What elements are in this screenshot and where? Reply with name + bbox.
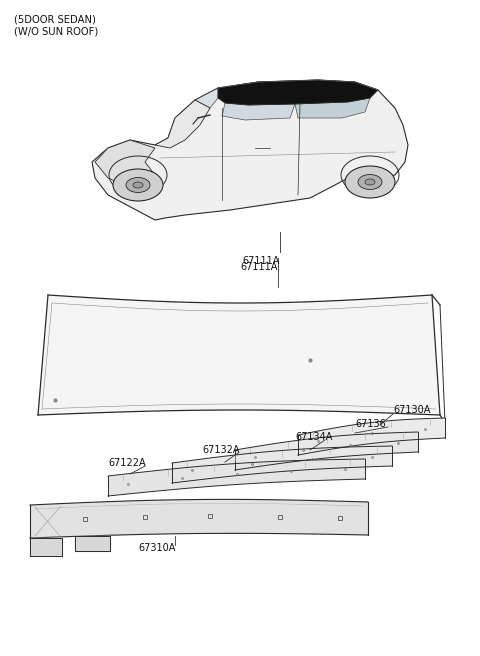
Polygon shape	[172, 446, 392, 483]
Polygon shape	[38, 295, 440, 415]
Polygon shape	[108, 459, 365, 496]
Polygon shape	[218, 80, 378, 105]
Text: 67132A: 67132A	[202, 445, 240, 455]
Polygon shape	[298, 418, 445, 455]
Polygon shape	[155, 100, 210, 148]
Text: 67134A: 67134A	[295, 432, 332, 442]
Ellipse shape	[358, 174, 382, 190]
Text: 67136: 67136	[355, 419, 386, 429]
Text: 67310A: 67310A	[138, 543, 175, 553]
Text: 67122A: 67122A	[108, 458, 145, 468]
Ellipse shape	[126, 178, 150, 192]
Ellipse shape	[365, 179, 375, 185]
Text: (W/O SUN ROOF): (W/O SUN ROOF)	[14, 27, 98, 37]
Text: 67111A: 67111A	[242, 256, 279, 266]
Polygon shape	[92, 80, 408, 220]
Polygon shape	[95, 140, 155, 190]
Polygon shape	[30, 538, 62, 556]
Ellipse shape	[113, 169, 163, 201]
Polygon shape	[295, 98, 370, 118]
Polygon shape	[75, 537, 110, 552]
Polygon shape	[30, 499, 368, 538]
Ellipse shape	[345, 166, 395, 198]
Text: 67111A: 67111A	[240, 262, 277, 272]
Text: 67130A: 67130A	[393, 405, 431, 415]
Text: (5DOOR SEDAN): (5DOOR SEDAN)	[14, 14, 96, 24]
Polygon shape	[222, 103, 295, 120]
Ellipse shape	[133, 182, 143, 188]
Polygon shape	[235, 432, 418, 470]
Polygon shape	[195, 88, 218, 108]
